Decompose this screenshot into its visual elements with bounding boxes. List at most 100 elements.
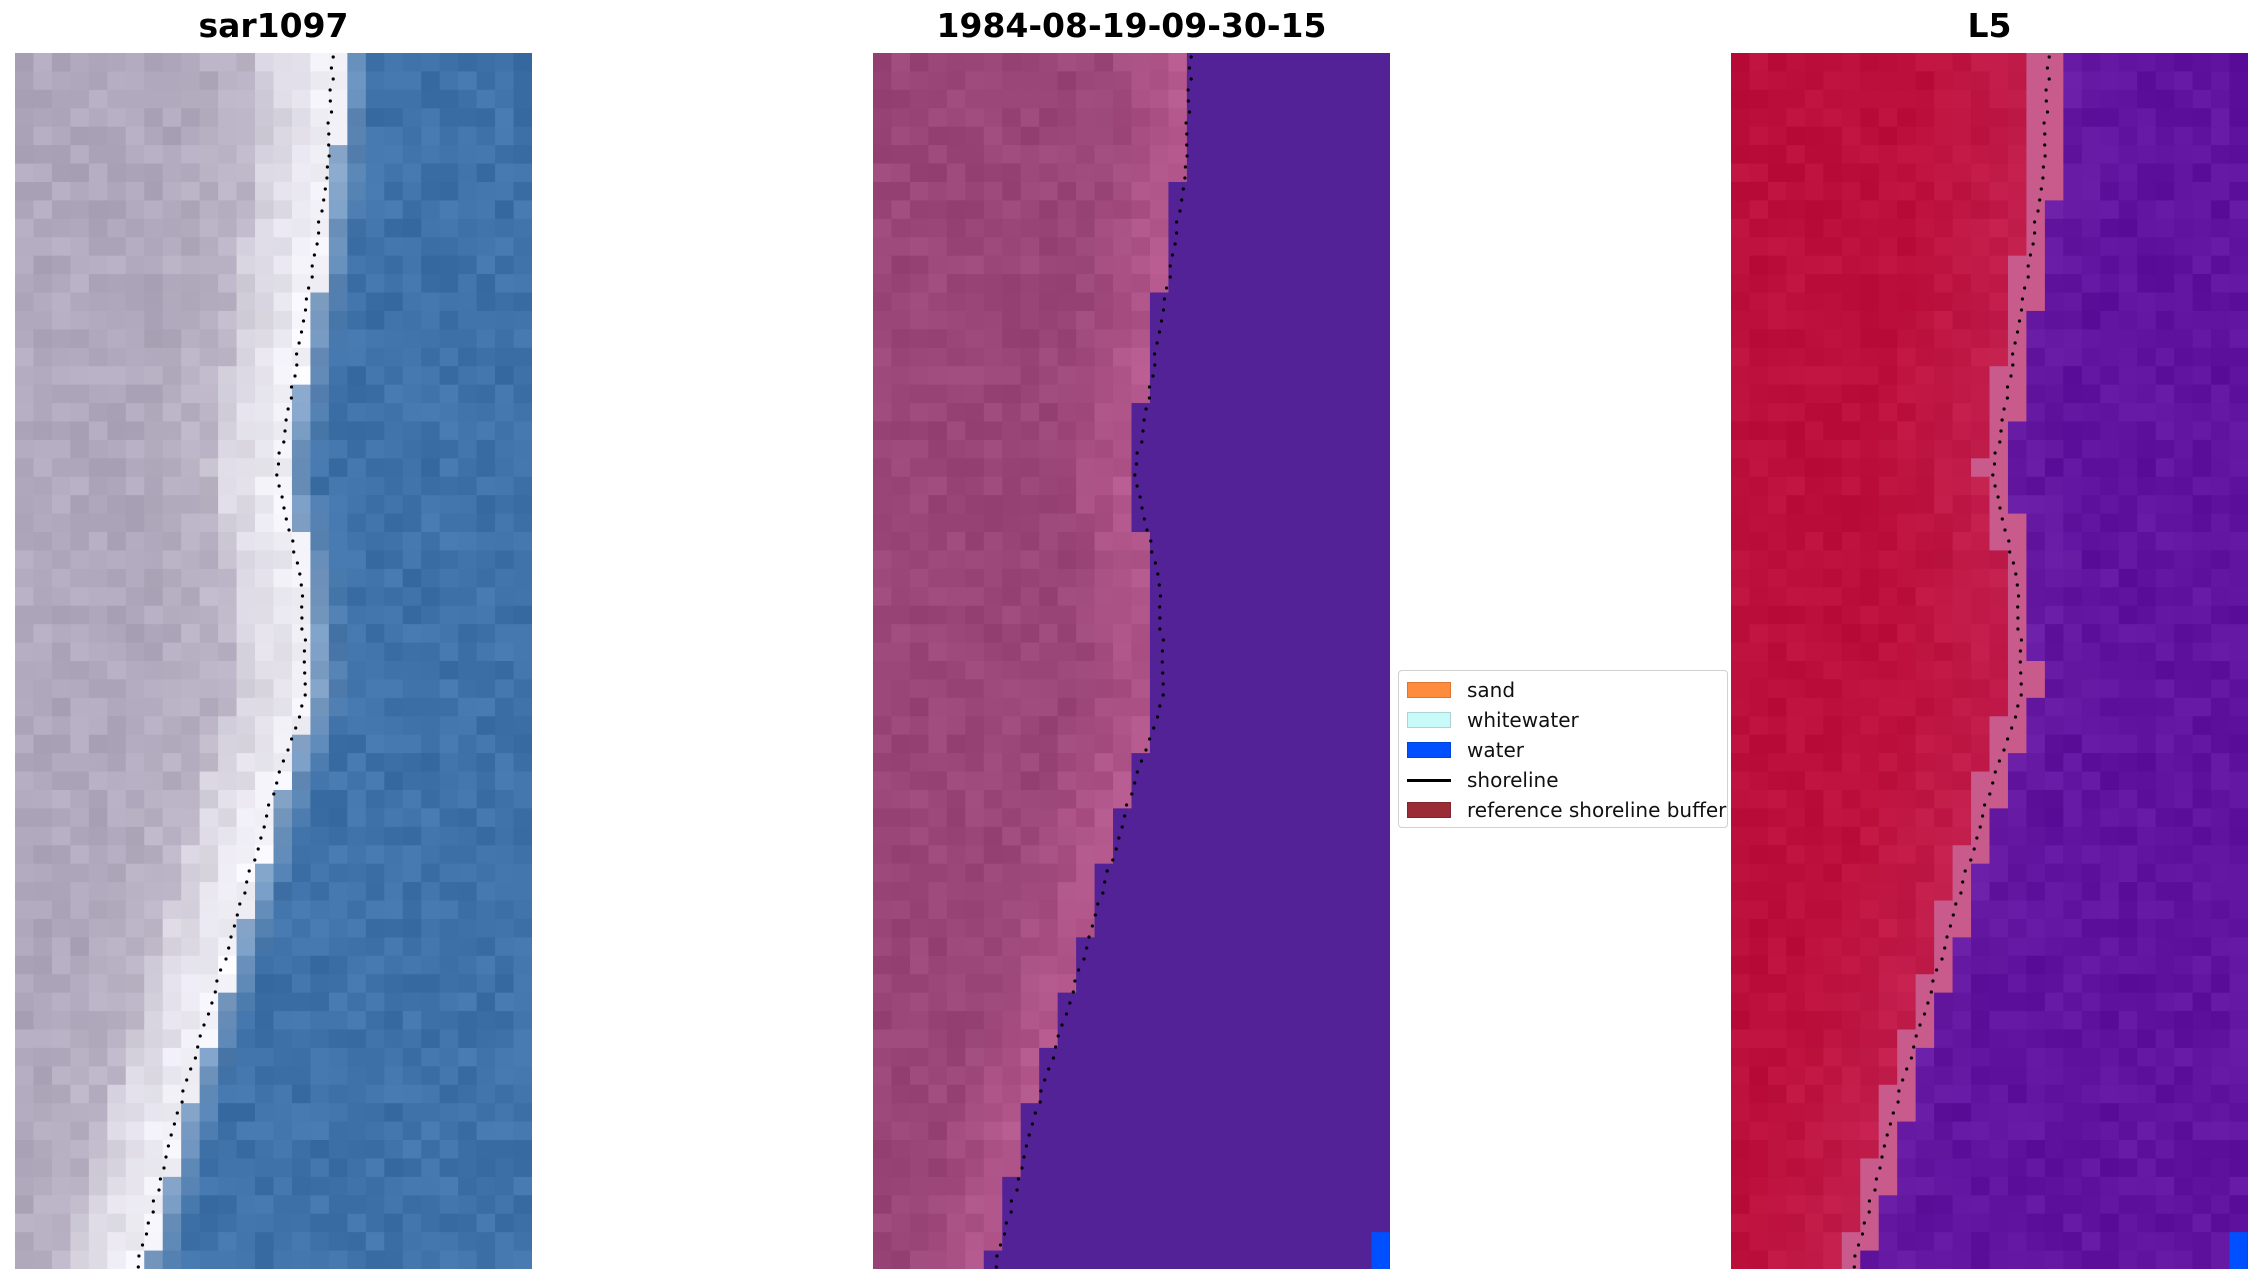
shoreline-point	[164, 1155, 168, 1159]
shoreline-points	[1852, 55, 2051, 1269]
shoreline-point	[1943, 946, 1947, 950]
shoreline-point	[2028, 253, 2032, 257]
shoreline-point	[2005, 385, 2010, 389]
shoreline-point	[994, 1265, 998, 1269]
shoreline-point	[213, 990, 217, 994]
shoreline-point	[1160, 649, 1164, 653]
legend-item-reference-buffer: reference shoreline buffer	[1407, 797, 1726, 823]
shoreline-point	[1093, 913, 1097, 917]
shoreline-point	[1885, 1133, 1889, 1137]
shoreline-point	[267, 803, 271, 807]
shoreline-point	[1988, 792, 1992, 796]
shoreline-point	[2043, 132, 2047, 136]
shoreline-point	[1009, 1210, 1013, 1214]
shoreline-point	[1133, 781, 1137, 785]
shoreline-point	[1969, 858, 1973, 862]
shoreline-point	[294, 726, 298, 730]
shoreline-point	[286, 748, 290, 752]
water-pixel	[1371, 1232, 1390, 1269]
panel-title-index: L5	[1967, 6, 2012, 45]
shoreline-point	[2047, 77, 2051, 81]
shoreline-point	[326, 121, 330, 125]
shoreline-point	[2011, 561, 2015, 565]
legend-item-whitewater: whitewater	[1407, 707, 1579, 733]
shoreline-point	[1978, 825, 1982, 829]
shoreline-point	[1992, 462, 1997, 466]
shoreline-point	[1175, 220, 1179, 224]
shoreline-point	[295, 363, 299, 367]
shoreline-point	[1998, 506, 2002, 510]
shoreline-point	[2011, 363, 2015, 367]
shoreline-point	[1185, 132, 1189, 136]
shoreline-point	[331, 77, 335, 81]
shoreline-point	[2013, 715, 2018, 719]
shoreline-point	[1187, 66, 1191, 70]
shoreline-point	[280, 495, 284, 499]
shoreline-point	[219, 968, 223, 972]
index-image-panel	[1731, 53, 2248, 1269]
shoreline-point	[137, 1254, 141, 1258]
shoreline-point	[136, 1265, 140, 1269]
shoreline-point	[1929, 990, 1933, 994]
shoreline-point	[302, 649, 306, 653]
shoreline-point	[1039, 1089, 1043, 1093]
shoreline-point	[1996, 495, 2000, 499]
shoreline-point	[1161, 308, 1166, 312]
shoreline-point	[1155, 341, 1159, 345]
shoreline-point	[1142, 517, 1146, 521]
shoreline-point	[327, 132, 331, 136]
shoreline-point	[2033, 231, 2037, 235]
shoreline-point	[1168, 275, 1172, 279]
legend-label-reference-buffer: reference shoreline buffer	[1467, 798, 1727, 822]
shoreline-point	[151, 1210, 155, 1214]
shoreline-point	[2016, 605, 2020, 609]
shoreline-point	[1130, 792, 1134, 796]
shoreline-point	[1180, 198, 1184, 202]
shoreline-point	[1852, 1265, 1856, 1269]
shoreline-point	[290, 737, 294, 741]
shoreline-point	[310, 275, 314, 279]
shoreline-point	[1853, 1254, 1857, 1258]
shoreline-point	[1931, 979, 1935, 983]
shoreline-point	[151, 1199, 155, 1203]
shoreline-point	[1922, 1012, 1927, 1016]
shoreline-point	[1103, 880, 1107, 884]
shoreline-point	[1896, 1100, 1900, 1104]
shoreline-point	[1024, 1144, 1028, 1148]
shoreline-point	[1860, 1232, 1865, 1236]
shoreline-point	[1940, 957, 1944, 961]
shoreline-point	[1993, 484, 1997, 488]
whitewater-swatch	[1407, 712, 1451, 728]
shoreline-point	[2043, 143, 2047, 147]
shoreline-point	[301, 319, 306, 323]
shoreline-point	[2041, 176, 2045, 180]
shoreline-point	[1158, 627, 1162, 631]
shoreline-point	[1945, 935, 1949, 939]
shoreline-point	[1878, 1166, 1882, 1170]
shoreline-point	[1983, 803, 1987, 807]
shoreline-point	[304, 297, 308, 301]
shoreline-point	[2026, 275, 2030, 279]
shoreline-point	[2039, 187, 2043, 191]
shoreline-point	[2041, 165, 2045, 169]
shoreline-point	[297, 715, 302, 719]
shoreline-point	[1064, 1012, 1069, 1016]
shoreline-point	[1184, 121, 1188, 125]
shoreline-point	[315, 242, 319, 246]
shoreline-point	[2019, 682, 2023, 686]
shoreline-point	[325, 176, 329, 180]
shoreline-point	[1948, 924, 1952, 928]
shoreline-point	[1060, 1023, 1064, 1027]
shoreline-point	[1155, 715, 1160, 719]
panel-title-rgb: sar1097	[198, 6, 349, 45]
shoreline-point	[1991, 473, 1995, 477]
shoreline-point	[172, 1122, 176, 1126]
shoreline-point	[2006, 737, 2010, 741]
shoreline-point	[1020, 1166, 1024, 1170]
shoreline-point	[1158, 704, 1162, 708]
shoreline-point	[282, 506, 286, 510]
shoreline-point	[2019, 671, 2023, 675]
shoreline-point	[1963, 869, 1967, 873]
shoreline-point	[1142, 418, 1146, 422]
shoreline-point	[1135, 484, 1139, 488]
